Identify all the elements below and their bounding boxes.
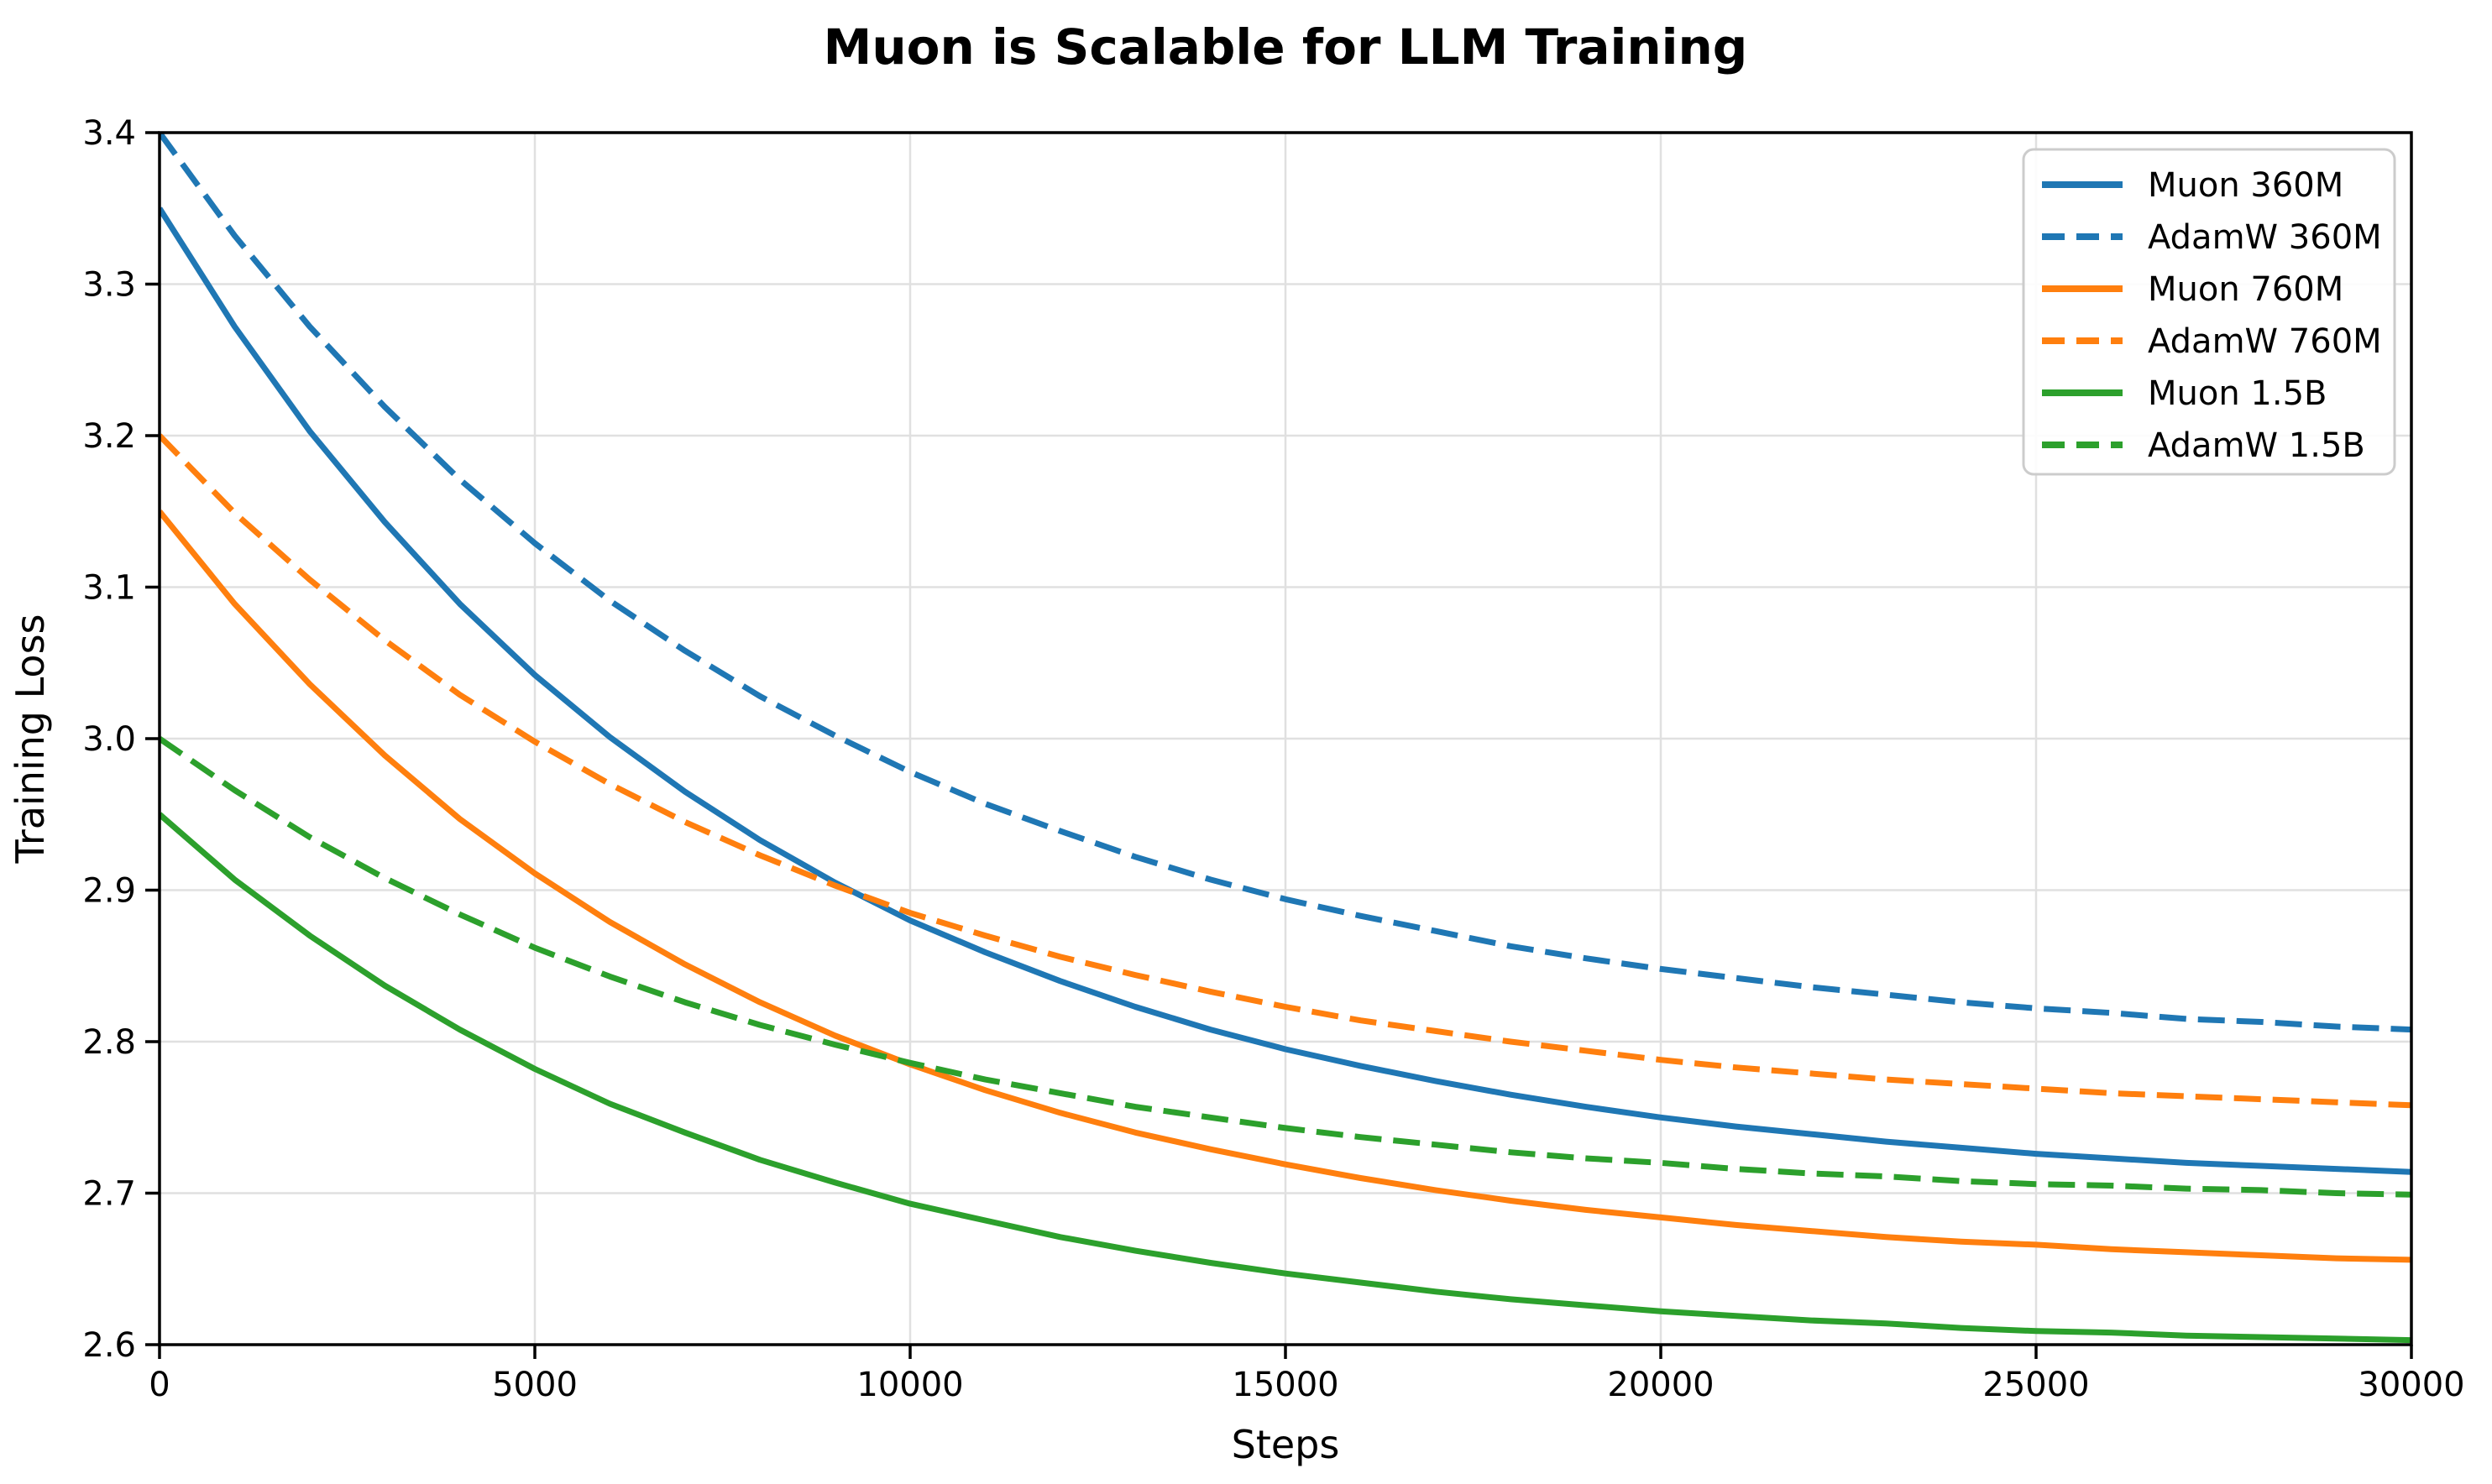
legend-label: Muon 360M [2148, 166, 2343, 205]
y-tick-label: 3.0 [82, 720, 136, 759]
y-tick-label: 3.1 [82, 569, 136, 608]
series-line-adamw-1-5b [160, 736, 2411, 1198]
y-axis-label: Training Loss [8, 614, 53, 864]
legend-item-adamw-1-5b: AdamW 1.5B [2042, 426, 2365, 465]
x-tick-label: 30000 [2358, 1366, 2464, 1404]
series-line-adamw-360m [160, 133, 2411, 1033]
legend-item-muon-360m: Muon 360M [2042, 166, 2343, 205]
chart-title: Muon is Scalable for LLM Training [824, 18, 1748, 76]
x-tick-label: 10000 [856, 1366, 963, 1404]
x-axis-label: Steps [1232, 1422, 1340, 1467]
series-lines [160, 133, 2411, 1344]
legend-label: Muon 760M [2148, 270, 2343, 309]
legend-label: AdamW 360M [2148, 218, 2382, 257]
legend-label: AdamW 1.5B [2148, 426, 2365, 465]
legend-label: AdamW 760M [2148, 322, 2382, 361]
axis-ticks: 0 5000 10000 15000 20000 25000 30000 2.6 2.7 2.8 2… [82, 114, 2464, 1404]
legend-label: Muon 1.5B [2148, 374, 2327, 413]
legend: Muon 360M AdamW 360M Muon 760M AdamW 760M Mu… [2022, 148, 2396, 476]
y-tick-label: 2.7 [82, 1175, 136, 1214]
legend-item-muon-760m: Muon 760M [2042, 270, 2343, 309]
y-tick-label: 2.6 [82, 1326, 136, 1365]
y-tick-label: 3.3 [82, 266, 136, 305]
series-line-muon-760m [160, 509, 2411, 1263]
series-line-adamw-760m [160, 433, 2411, 1109]
x-tick-label: 0 [149, 1366, 170, 1404]
legend-item-muon-1-5b: Muon 1.5B [2042, 374, 2327, 413]
y-tick-label: 3.2 [82, 417, 136, 456]
legend-item-adamw-360m: AdamW 360M [2042, 218, 2382, 257]
y-tick-label: 2.9 [82, 872, 136, 911]
x-tick-label: 5000 [492, 1366, 578, 1404]
legend-item-adamw-760m: AdamW 760M [2042, 322, 2382, 361]
y-tick-label: 3.4 [82, 114, 136, 153]
x-tick-label: 25000 [1982, 1366, 2089, 1404]
x-tick-label: 15000 [1232, 1366, 1338, 1404]
y-tick-label: 2.8 [82, 1023, 136, 1062]
x-tick-label: 20000 [1607, 1366, 1714, 1404]
series-line-muon-1-5b [160, 812, 2411, 1344]
series-line-muon-360m [160, 206, 2411, 1175]
